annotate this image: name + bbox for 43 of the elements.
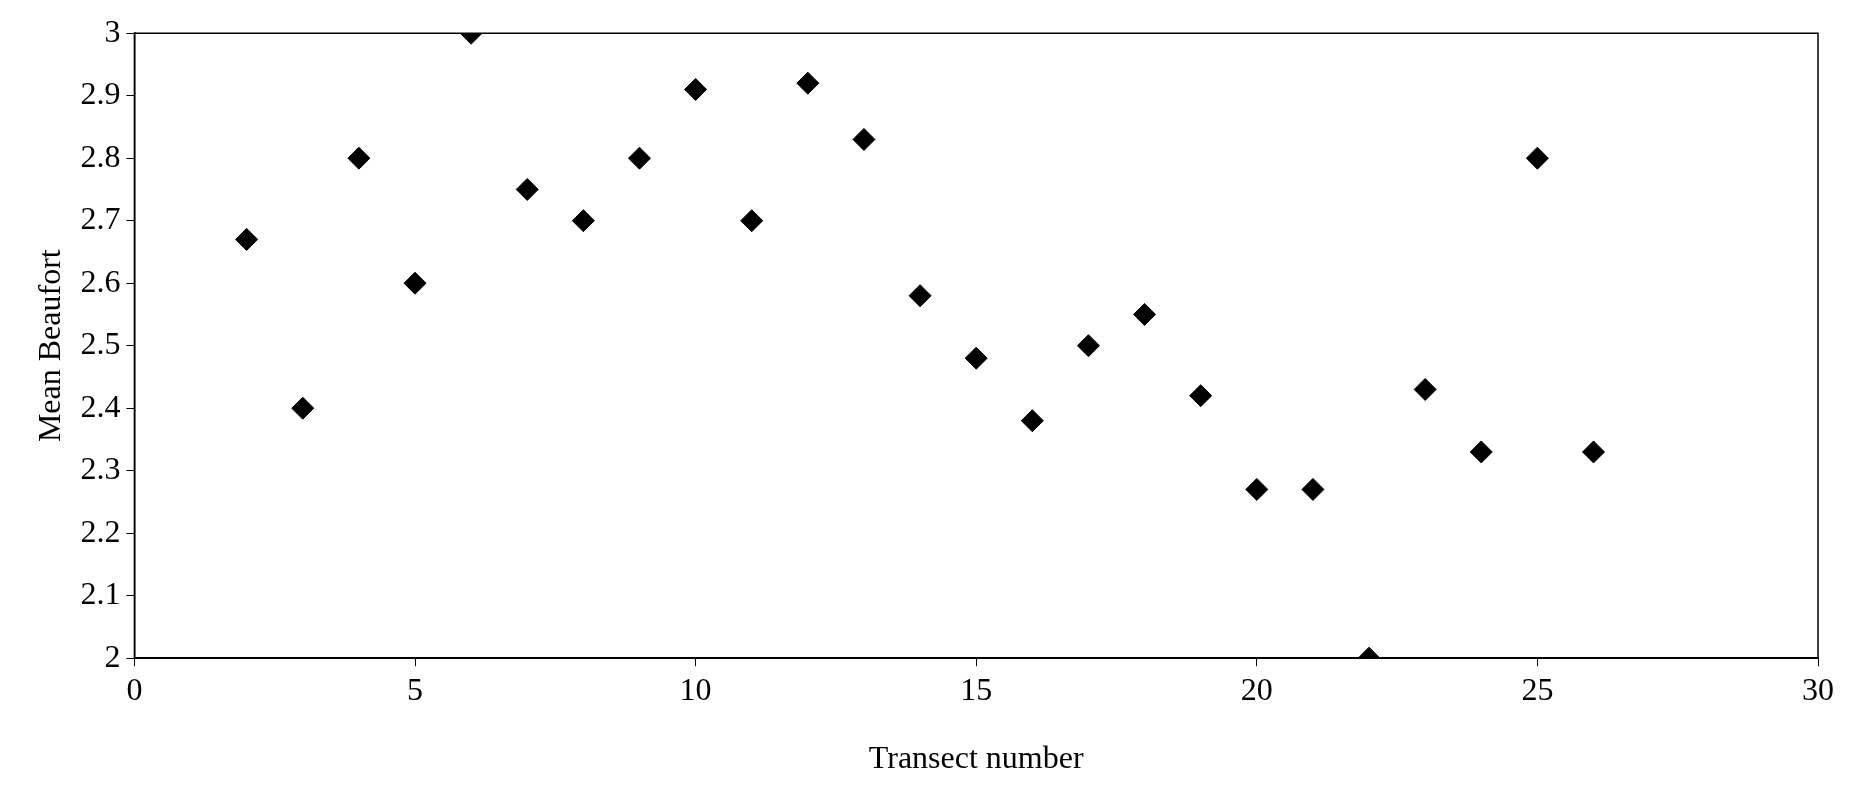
- y-tick-label: 2.2: [80, 512, 121, 549]
- y-tick-label: 2.1: [80, 575, 121, 612]
- point: [796, 71, 820, 95]
- y-tick-label: 2.6: [80, 262, 121, 299]
- x-tick-label: 5: [407, 670, 423, 707]
- y-tick-label: 2: [104, 637, 121, 674]
- point: [684, 77, 708, 101]
- point: [1189, 384, 1213, 408]
- point: [1301, 477, 1325, 501]
- x-tick-label: 30: [1802, 670, 1834, 707]
- y-tick-label: 2.8: [80, 137, 121, 174]
- point: [627, 146, 651, 170]
- y-tick-label: 2.5: [80, 325, 121, 362]
- y-axis-title: Mean Beaufort: [30, 249, 67, 443]
- y-tick-label: 2.9: [80, 75, 121, 112]
- point: [852, 127, 876, 151]
- point: [1582, 440, 1606, 464]
- point: [403, 271, 427, 295]
- x-tick-label: 15: [960, 670, 993, 707]
- point: [1133, 302, 1157, 326]
- point: [908, 284, 932, 308]
- x-tick-label: 20: [1240, 670, 1273, 707]
- point: [964, 346, 988, 370]
- point: [571, 209, 595, 233]
- y-tick-label: 2.7: [80, 200, 121, 237]
- point: [1020, 409, 1044, 433]
- point: [347, 146, 371, 170]
- x-tick-label: 10: [679, 670, 712, 707]
- x-tick-label: 25: [1521, 670, 1554, 707]
- y-tick-label: 3: [104, 12, 121, 49]
- point: [235, 227, 259, 251]
- point: [740, 209, 764, 233]
- x-tick-label: 0: [126, 670, 143, 707]
- point: [291, 396, 315, 420]
- point: [515, 177, 539, 201]
- x-axis-title: Transect number: [868, 739, 1084, 776]
- point: [1076, 334, 1100, 358]
- y-tick-label: 2.3: [80, 450, 121, 487]
- point: [1525, 146, 1549, 170]
- y-tick-label: 2.4: [80, 387, 121, 424]
- point: [1469, 440, 1493, 464]
- point: [1413, 377, 1437, 401]
- point: [1245, 477, 1269, 501]
